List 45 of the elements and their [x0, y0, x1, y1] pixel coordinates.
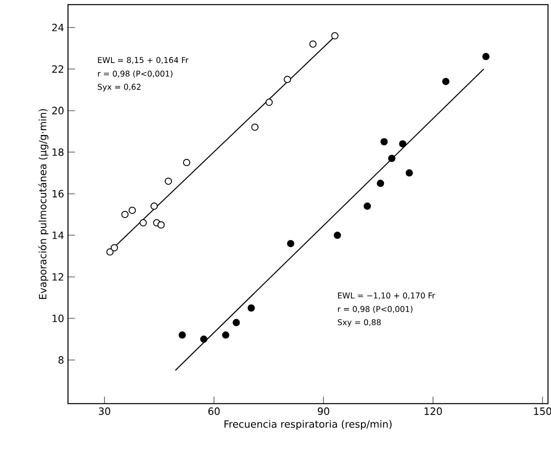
point: [178, 331, 186, 339]
point: [157, 221, 165, 229]
point: [284, 76, 292, 84]
point: [482, 52, 490, 60]
y-tick-label: 10: [52, 314, 64, 322]
point: [265, 98, 273, 106]
point: [164, 178, 172, 185]
point: [331, 32, 338, 40]
point: [121, 210, 129, 218]
point: [380, 138, 388, 146]
y-tick-label: 14: [52, 232, 64, 239]
point: [222, 331, 230, 339]
point: [376, 180, 384, 187]
point: [232, 318, 240, 326]
point: [140, 219, 147, 226]
point: [106, 248, 114, 256]
point: [442, 78, 450, 86]
y-tick-label: 24: [52, 24, 64, 32]
y-axis-title: Evaporación pulmocutánea (µg/g·min): [38, 109, 48, 299]
point: [334, 232, 342, 239]
point: [150, 202, 158, 210]
point: [200, 336, 208, 343]
point: [128, 206, 136, 214]
point: [182, 158, 190, 166]
y-tick-label: 8: [58, 356, 64, 364]
point: [399, 140, 406, 148]
point: [309, 40, 317, 48]
point: [251, 124, 259, 131]
y-tick-label: 22: [52, 65, 64, 73]
point: [287, 240, 294, 248]
point: [110, 244, 118, 252]
point: [248, 304, 255, 312]
x-tick-label: 60: [208, 407, 220, 415]
y-tick-label: 20: [52, 106, 64, 114]
y-tick-label: 12: [52, 273, 64, 281]
point: [388, 154, 396, 162]
x-tick-label: 90: [318, 407, 330, 415]
x-tick-label: 120: [424, 407, 442, 415]
point: [364, 202, 371, 210]
x-tick-label: 30: [98, 407, 110, 415]
x-axis-title: Frecuencia respiratoria (resp/min): [224, 420, 392, 430]
point: [406, 169, 413, 177]
y-tick-label: 16: [52, 190, 64, 198]
y-tick-label: 18: [52, 148, 64, 156]
x-tick-label: 150: [534, 407, 551, 415]
